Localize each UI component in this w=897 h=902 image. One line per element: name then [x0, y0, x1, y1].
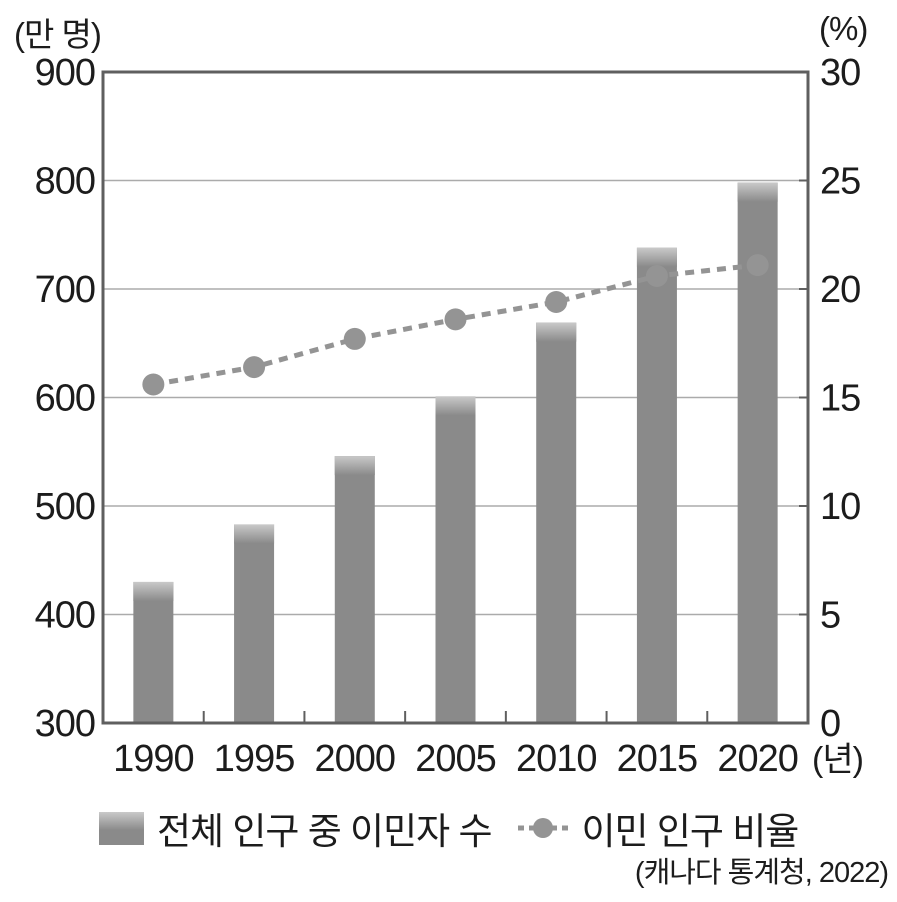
x-axis-label-2000: 2000 — [315, 738, 396, 780]
line-point-2010 — [545, 291, 568, 314]
line-point-2005 — [444, 308, 467, 331]
line-point-2020 — [746, 254, 769, 277]
bar-highlight-2020 — [737, 182, 778, 202]
x-axis-label-2010: 2010 — [516, 738, 597, 780]
line-series-swatch — [518, 818, 569, 838]
bar-highlight-2000 — [334, 456, 375, 476]
left-axis-label-800: 800 — [35, 161, 95, 203]
line-point-2000 — [343, 327, 366, 350]
left-axis-label-700: 700 — [35, 269, 95, 311]
chart-legend: 전체 인구 중 이민자 수 이민 인구 비율 — [99, 801, 799, 855]
bar-1990 — [133, 581, 174, 723]
bar-2000 — [334, 456, 375, 723]
line-point-1990 — [142, 373, 165, 396]
left-axis-unit-label: (만 명) — [14, 16, 102, 53]
bar-2010 — [536, 322, 577, 723]
left-axis-label-400: 400 — [35, 595, 95, 637]
bar-2015 — [636, 247, 677, 723]
plot-border — [101, 70, 810, 725]
right-axis-label-10: 10 — [820, 486, 860, 528]
x-axis-label-1990: 1990 — [113, 738, 194, 780]
x-axis-label-2015: 2015 — [617, 738, 698, 780]
right-axis-label-20: 20 — [820, 269, 860, 311]
left-axis-label-900: 900 — [35, 52, 95, 94]
bar-highlight-2005 — [435, 396, 476, 416]
bar-series-label: 전체 인구 중 이민자 수 — [157, 811, 492, 852]
bar-highlight-1990 — [133, 581, 174, 601]
x-axis-unit-label: (년) — [812, 741, 863, 779]
right-axis-unit-label: (%) — [819, 10, 868, 47]
right-axis-label-25: 25 — [820, 161, 860, 203]
line-point-2015 — [645, 264, 668, 287]
right-axis-label-5: 5 — [820, 595, 840, 637]
x-axis-label-1995: 1995 — [214, 738, 295, 780]
left-axis-label-600: 600 — [35, 378, 95, 420]
bar-1995 — [234, 524, 275, 723]
bar-highlight-2010 — [536, 322, 577, 342]
right-axis-label-30: 30 — [820, 52, 860, 94]
bar-series-swatch — [99, 811, 144, 845]
x-axis-label-2005: 2005 — [415, 738, 496, 780]
right-axis-label-15: 15 — [820, 378, 860, 420]
line-point-1995 — [243, 356, 266, 379]
bar-highlight-2015 — [636, 247, 677, 267]
left-axis-label-500: 500 — [35, 486, 95, 528]
left-axis-label-300: 300 — [35, 703, 95, 745]
source-citation: (캐나다 통계청, 2022) — [634, 857, 889, 889]
line-series-label: 이민 인구 비율 — [581, 811, 799, 852]
x-axis-label-2020: 2020 — [717, 738, 798, 780]
bar-highlight-1995 — [234, 524, 275, 544]
bar-2005 — [435, 396, 476, 723]
right-axis-label-0: 0 — [820, 703, 840, 745]
